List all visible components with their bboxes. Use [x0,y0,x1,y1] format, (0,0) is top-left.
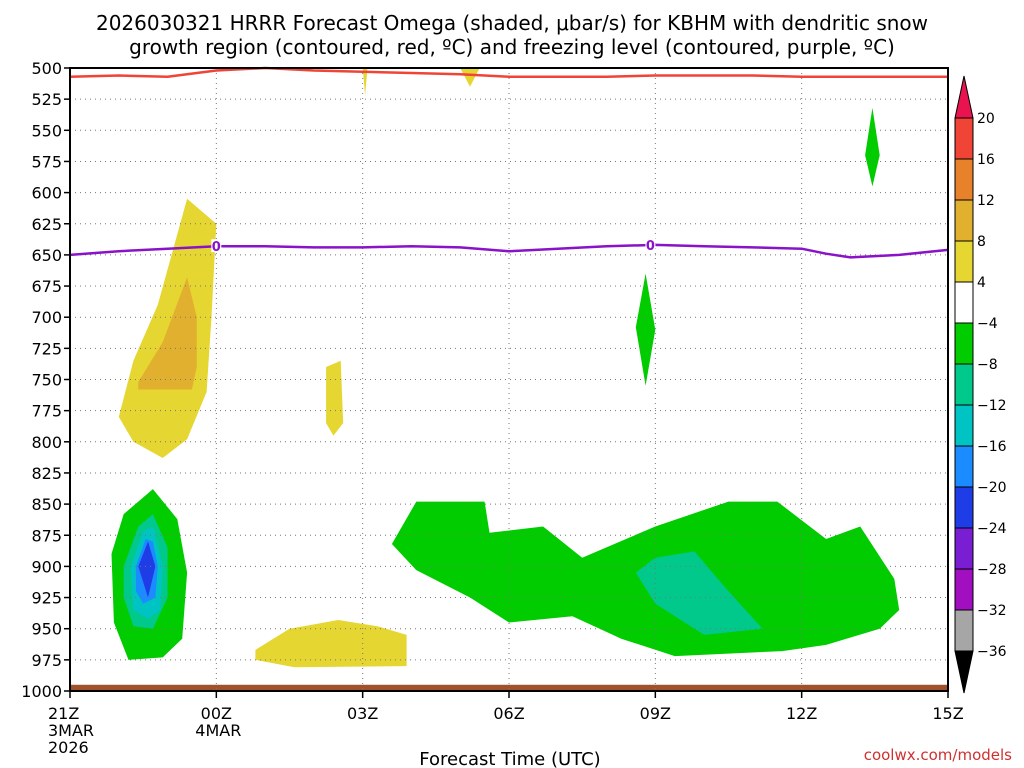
colorbar-label-11: −28 [977,562,1007,578]
y-tick-label-925: 925 [31,589,62,608]
y-tick-label-575: 575 [31,152,62,171]
colorbar-segment-12 [954,609,974,652]
colorbar-top-arrow [954,75,974,119]
contour-line-0 [69,66,948,78]
y-tick-label-625: 625 [31,215,62,234]
y-tick-label-675: 675 [31,277,62,296]
colorbar-label-3: 8 [977,234,986,250]
omega-region-14 [865,107,880,187]
x-tick-label-9-1: 06Z [493,704,524,723]
x-tick-label-12-1: 09Z [640,704,671,723]
colorbar-segment-1 [954,158,974,201]
colorbar-bottom-arrow [954,650,974,694]
colorbar-segment-5 [954,322,974,365]
contour-label-bg-1-0 [211,239,222,253]
y-tick-label-525: 525 [31,90,62,109]
colorbar-segment-0 [954,117,974,160]
y-tick-label-850: 850 [31,495,62,514]
omega-colorbar: 20 16 12 8 4 −4 −8 −12 −16 −20 −24 −28 −32 −36 [954,75,1007,694]
colorbar-segment-7 [954,404,974,447]
y-tick-label-1000: 1000 [21,682,62,701]
colorbar-label-5: −4 [977,316,998,332]
x-axis-label: Forecast Time (UTC) [419,749,600,768]
omega-region-10 [138,541,156,598]
y-tick-label-600: 600 [31,184,62,203]
y-tick-label-975: 975 [31,651,62,670]
y-tick-label-750: 750 [31,371,62,390]
chart-title-line1: 2026030321 HRRR Forecast Omega (shaded, … [96,11,928,35]
x-tick-label-0-1: 21Z [48,704,79,723]
omega-region-12 [635,551,763,635]
y-tick-label-875: 875 [31,526,62,545]
y-tick-label-775: 775 [31,402,62,421]
colorbar-label-6: −8 [977,357,998,373]
y-tick-label-900: 900 [31,557,62,576]
omega-region-2 [326,360,344,436]
surface-band [70,684,948,691]
x-tick-label-6-1: 03Z [347,704,378,723]
colorbar-label-8: −16 [977,439,1007,455]
colorbar-segment-6 [954,363,974,406]
omega-region-1 [138,277,197,390]
omega-region-13 [635,273,656,386]
y-tick-label-800: 800 [31,433,62,452]
colorbar-segment-4 [954,281,974,324]
colorbar-label-1: 16 [977,152,995,168]
colorbar-segment-8 [954,445,974,488]
y-tick-label-725: 725 [31,339,62,358]
x-tick-label-0-2: 3MAR [48,721,94,740]
x-tick-label-15-1: 12Z [786,704,817,723]
y-tick-label-550: 550 [31,121,62,140]
pressure-axis: 500 525 550 575 600 625 650 675 700 725 750 775 800 8… [21,59,70,701]
colorbar-label-4: 4 [977,275,986,291]
contour-label-bg-1-1 [645,237,656,251]
colorbar-label-12: −32 [977,603,1007,619]
y-tick-label-825: 825 [31,464,62,483]
omega-region-0 [118,198,217,459]
omega-region-4 [362,68,368,96]
colorbar-segment-9 [954,486,974,529]
x-tick-label-3-1: 00Z [201,704,232,723]
omega-region-3 [255,620,407,668]
x-tick-label-0-3: 2026 [48,738,89,757]
colorbar-label-7: −12 [977,398,1007,414]
credit-text: coolwx.com/models [864,746,1012,764]
x-tick-label-18-1: 15Z [932,704,963,723]
colorbar-segment-10 [954,527,974,570]
colorbar-segment-11 [954,568,974,611]
y-tick-label-500: 500 [31,59,62,78]
colorbar-label-2: 12 [977,193,995,209]
y-tick-label-950: 950 [31,620,62,639]
chart-title-line2: growth region (contoured, red, ºC) and f… [129,35,895,59]
omega-region-5 [460,68,480,87]
colorbar-segment-2 [954,199,974,242]
y-tick-label-700: 700 [31,308,62,327]
x-tick-label-3-2: 4MAR [195,721,241,740]
y-tick-label-650: 650 [31,246,62,265]
colorbar-label-0: 20 [977,111,995,127]
colorbar-label-9: −20 [977,480,1007,496]
colorbar-label-10: −24 [977,521,1007,537]
contour-line-1 [69,243,949,259]
colorbar-label-13: −36 [977,644,1007,660]
contour-label-1-1: 0 [646,239,655,254]
contour-label-1-0: 0 [212,240,221,255]
colorbar-segment-3 [954,240,974,283]
